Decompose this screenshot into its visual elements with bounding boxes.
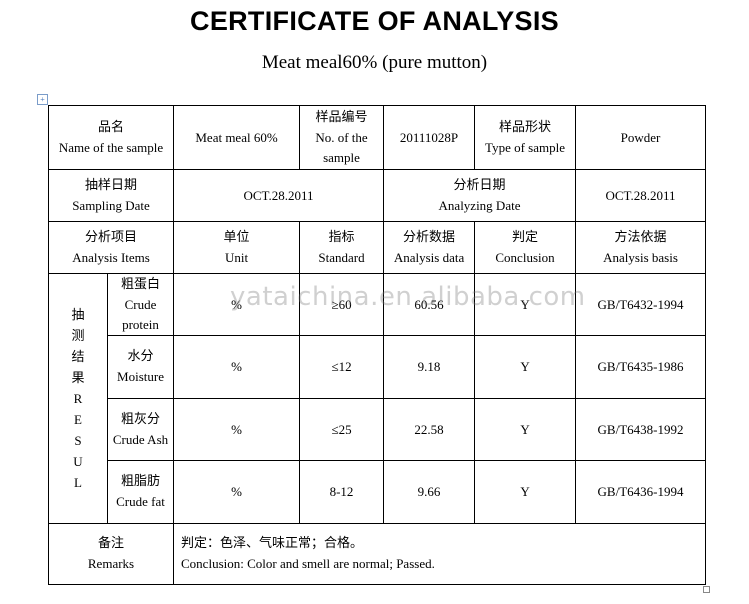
- remarks-text: 判定：色泽、气味正常；合格。 Conclusion: Color and smel…: [173, 523, 707, 585]
- remarks-label: 备注 Remarks: [47, 523, 175, 585]
- standard-cell: ≤12: [299, 335, 385, 399]
- item-cell: 粗蛋白 Crude protein: [106, 273, 175, 336]
- conclusion-cell: Y: [474, 273, 577, 336]
- unit-cell: %: [173, 460, 301, 524]
- conclusion-cell: Y: [474, 398, 577, 461]
- table-row: 粗脂肪 Crude fat % 8-12 9.66 Y GB/T6436-1994: [49, 460, 707, 524]
- column-header: 单位 Unit: [173, 221, 301, 274]
- date-row: 抽样日期 Sampling Date OCT.28.2011 分析日期 Analyz…: [47, 169, 707, 222]
- data-cell: 22.58: [383, 398, 476, 461]
- document-subtitle: Meat meal60% (pure mutton): [261, 52, 488, 73]
- sampling-date-label: 抽样日期 Sampling Date: [47, 169, 175, 222]
- basis-cell: GB/T6436-1994: [575, 460, 707, 524]
- column-header: 判定 Conclusion: [474, 221, 577, 274]
- column-header: 分析数据 Analysis data: [383, 221, 476, 274]
- standard-cell: 8-12: [299, 460, 385, 524]
- item-cell: 粗脂肪 Crude fat: [106, 460, 175, 524]
- analyzing-date-value: OCT.28.2011: [575, 169, 707, 222]
- table-row: 水分 Moisture % ≤12 9.18 Y GB/T6435-1986: [49, 335, 707, 399]
- table-row: 粗灰分 Crude Ash % ≤25 22.58 Y GB/T6438-1992: [49, 398, 707, 461]
- remarks-row: 备注 Remarks 判定：色泽、气味正常；合格。 Conclusion: Colo…: [47, 523, 707, 585]
- no-value-cell: 20111028P: [383, 105, 476, 170]
- basis-cell: GB/T6432-1994: [575, 273, 707, 336]
- column-header: 分析项目 Analysis Items: [47, 221, 175, 274]
- analysis-table: 品名 Name of the sample Meat meal 60% 样品编号 N…: [47, 105, 707, 585]
- table-move-handle-icon[interactable]: +: [37, 94, 48, 105]
- name-value-cell: Meat meal 60%: [173, 105, 301, 170]
- conclusion-cell: Y: [474, 460, 577, 524]
- name-label-cell: 品名 Name of the sample: [47, 105, 175, 170]
- data-cell: 9.18: [383, 335, 476, 399]
- column-header: 指标 Standard: [299, 221, 385, 274]
- conclusion-cell: Y: [474, 335, 577, 399]
- data-cell: 60.56: [383, 273, 476, 336]
- column-header: 方法依据 Analysis basis: [575, 221, 707, 274]
- document-title: CERTIFICATE OF ANALYSIS: [190, 6, 559, 36]
- item-cell: 粗灰分 Crude Ash: [106, 398, 175, 461]
- standard-cell: ≤25: [299, 398, 385, 461]
- unit-cell: %: [173, 273, 301, 336]
- no-label-cell: 样品编号 No. of the sample: [299, 105, 385, 170]
- type-label-cell: 样品形状 Type of sample: [474, 105, 577, 170]
- item-cell: 水分 Moisture: [106, 335, 175, 399]
- type-value-cell: Powder: [575, 105, 707, 170]
- standard-cell: ≥60: [299, 273, 385, 336]
- column-header-row: 分析项目 Analysis Items 单位 Unit 指标 Standard 分析数…: [47, 221, 707, 274]
- basis-cell: GB/T6435-1986: [575, 335, 707, 399]
- basis-cell: GB/T6438-1992: [575, 398, 707, 461]
- unit-cell: %: [173, 335, 301, 399]
- unit-cell: %: [173, 398, 301, 461]
- table-resize-handle[interactable]: [703, 586, 710, 593]
- data-cell: 9.66: [383, 460, 476, 524]
- sampling-date-value: OCT.28.2011: [173, 169, 385, 222]
- sample-info-row: 品名 Name of the sample Meat meal 60% 样品编号 N…: [47, 105, 707, 170]
- analyzing-date-label: 分析日期 Analyzing Date: [383, 169, 577, 222]
